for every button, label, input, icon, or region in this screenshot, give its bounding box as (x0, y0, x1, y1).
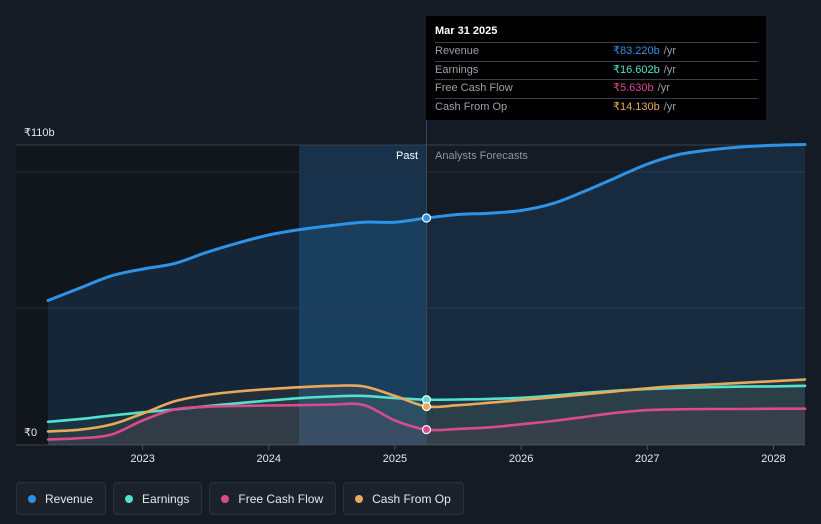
x-tick-label: 2025 (383, 453, 407, 465)
revenue-dot-icon (28, 494, 36, 503)
cash-from-op-marker (421, 401, 432, 412)
y-axis-zero-label: ₹0 (24, 427, 38, 439)
past-label: Past (396, 150, 419, 162)
tooltip-label: Cash From Op (435, 100, 508, 113)
tooltip-unit: /yr (663, 100, 676, 113)
legend-item-revenue[interactable]: Revenue (16, 482, 107, 515)
free-cash-flow-dot-icon (221, 494, 230, 503)
x-tick-label: 2027 (635, 453, 659, 465)
forecast-label: Analysts Forecasts (435, 150, 528, 162)
x-tick-label: 2023 (130, 453, 154, 465)
tooltip-row-free-cash-flow: Free Cash Flow ₹5.630b /yr (435, 79, 758, 98)
hover-markers (421, 213, 432, 435)
tooltip-label: Revenue (435, 45, 480, 57)
tooltip-value: ₹83.220b (613, 45, 660, 57)
earnings-dot-icon (125, 494, 134, 503)
tooltip-row-earnings: Earnings ₹16.602b /yr (435, 60, 758, 80)
x-axis-ticks: 2023 2024 2025 2026 2027 2028 (130, 445, 786, 465)
tooltip-date: Mar 31 2025 (435, 25, 498, 37)
legend: Revenue Earnings Free Cash Flow Cash Fro… (16, 482, 464, 515)
legend-item-cash-from-op[interactable]: Cash From Op (343, 482, 464, 515)
tooltip-unit: /yr (657, 82, 670, 94)
tooltip-unit: /yr (663, 45, 676, 57)
x-tick-label: 2024 (257, 453, 281, 465)
y-axis-max-label: ₹110b (24, 127, 55, 139)
revenue-marker (421, 213, 432, 223)
tooltip-unit: /yr (663, 63, 676, 76)
tooltip-value: ₹16.602b (613, 63, 660, 76)
legend-label: Cash From Op (372, 491, 451, 506)
tooltip-value: ₹14.130b (613, 100, 660, 113)
tooltip-value: ₹5.630b (613, 82, 654, 94)
legend-item-free-cash-flow[interactable]: Free Cash Flow (209, 482, 337, 515)
tooltip-row-revenue: Revenue ₹83.220b /yr (435, 42, 758, 61)
tooltip-label: Earnings (435, 63, 479, 76)
tooltip-row-cash-from-op: Cash From Op ₹14.130b /yr (435, 97, 758, 117)
grid-lines (16, 144, 805, 446)
legend-item-earnings[interactable]: Earnings (113, 482, 203, 515)
cash-from-op-dot-icon (355, 494, 364, 503)
legend-label: Revenue (45, 491, 94, 506)
legend-label: Free Cash Flow (238, 491, 324, 506)
legend-label: Earnings (142, 491, 190, 506)
free-cash-flow-marker (421, 425, 432, 435)
x-tick-label: 2026 (509, 453, 533, 465)
x-tick-label: 2028 (761, 453, 785, 465)
tooltip: Mar 31 2025 Revenue ₹83.220b /yr Earning… (426, 16, 766, 120)
tooltip-label: Free Cash Flow (435, 82, 513, 94)
